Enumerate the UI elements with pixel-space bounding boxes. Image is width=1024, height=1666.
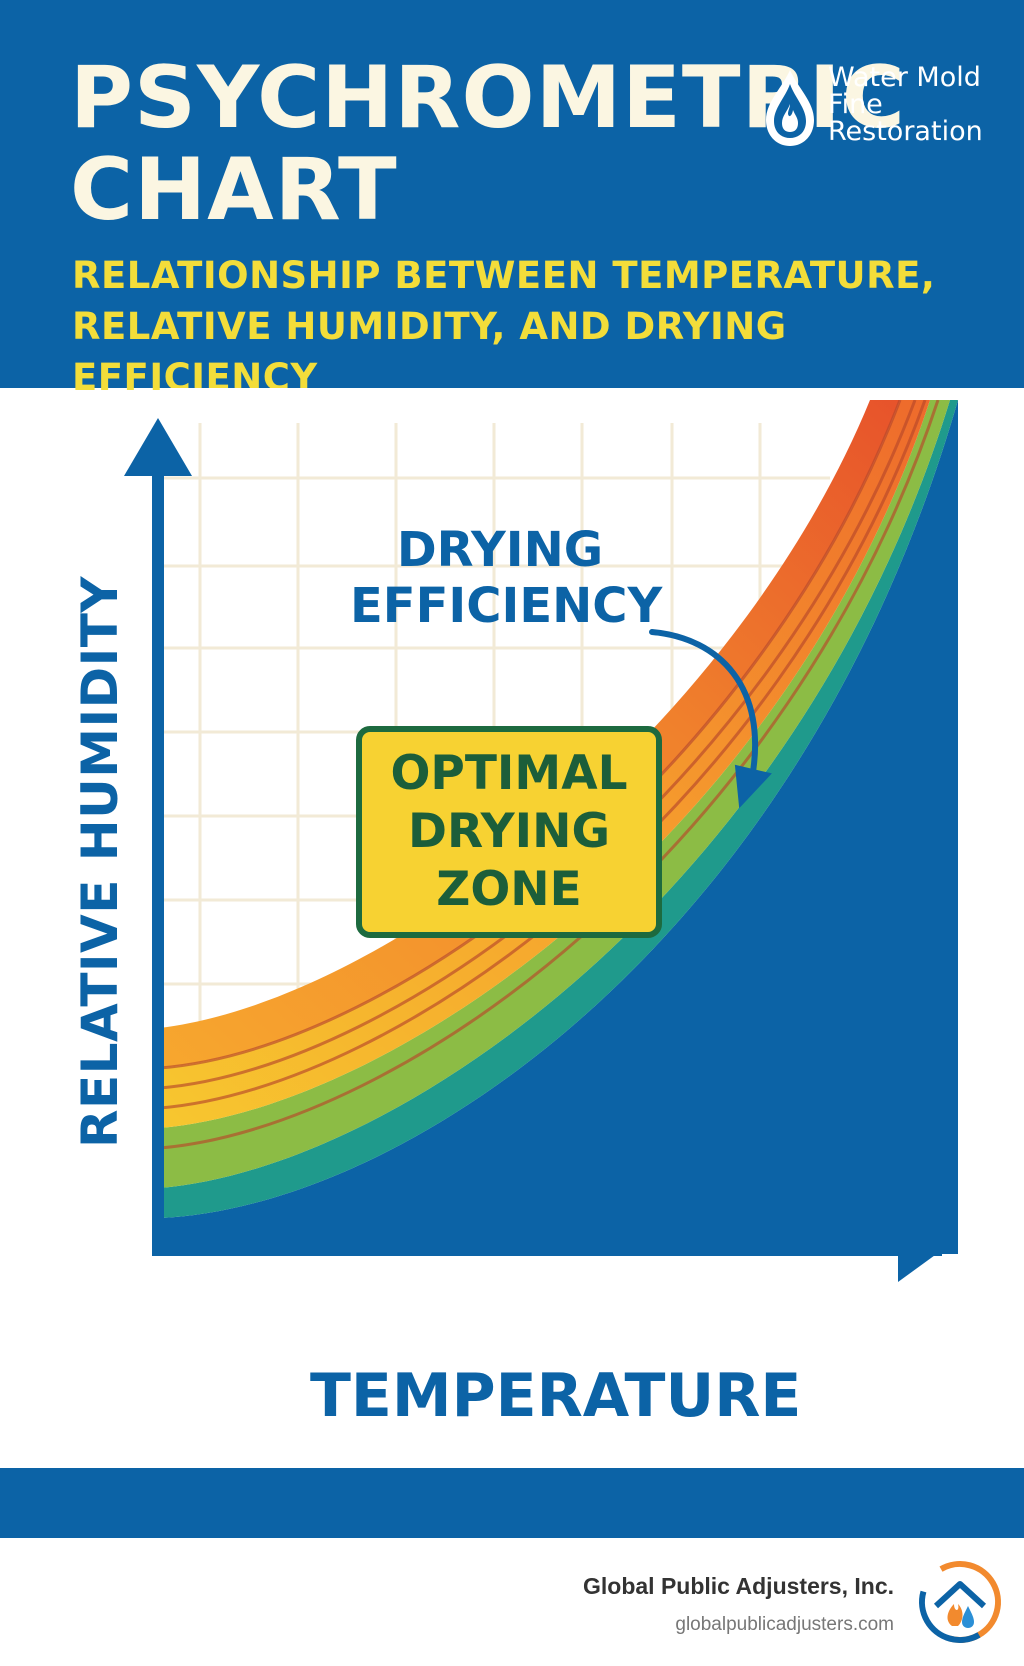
water-drop-flame-icon bbox=[766, 70, 814, 146]
brand-line-3: Restoration bbox=[828, 116, 983, 147]
website-link[interactable]: globalpublicadjusters.com bbox=[675, 1614, 894, 1635]
drying-efficiency-label: DRYING EFFICIENCY bbox=[350, 522, 663, 634]
subtitle-line-2: RELATIVE HUMIDITY, AND DRYING EFFICIENCY bbox=[72, 305, 787, 399]
subtitle-line-1: RELATIONSHIP BETWEEN TEMPERATURE, bbox=[72, 254, 936, 297]
page-title: PSYCHROMETRIC CHART bbox=[70, 52, 906, 236]
chart-right-mask bbox=[958, 388, 1024, 1468]
brand-line-1: Water Mold bbox=[828, 62, 981, 93]
footer-band bbox=[0, 1468, 1024, 1538]
arrow-head bbox=[734, 764, 772, 809]
title-line-1: PSYCHROMETRIC bbox=[70, 48, 906, 148]
brand-logo: Water Mold Fine Restoration bbox=[760, 64, 1000, 154]
page-subtitle: RELATIONSHIP BETWEEN TEMPERATURE, RELATI… bbox=[72, 250, 1024, 403]
y-axis-label-text: RELATIVE HUMIDITY bbox=[71, 575, 129, 1149]
efficiency-arrow bbox=[649, 629, 772, 809]
x-axis-label: TEMPERATURE bbox=[310, 1361, 802, 1431]
brand-name: Water Mold Fine Restoration bbox=[828, 64, 983, 145]
brand-line-2: Fine bbox=[828, 89, 883, 120]
efficiency-line-1: DRYING bbox=[396, 522, 604, 578]
band-blue bbox=[160, 400, 958, 1254]
title-line-2: CHART bbox=[70, 140, 398, 240]
company-name: Global Public Adjusters, Inc. bbox=[583, 1573, 894, 1599]
zone-line-3: ZONE bbox=[436, 862, 582, 917]
house-flame-drop-icon bbox=[919, 1561, 1001, 1643]
axes bbox=[124, 418, 942, 1282]
arrow-shaft bbox=[649, 629, 759, 781]
zone-line-2: DRYING bbox=[407, 804, 611, 859]
header-banner: PSYCHROMETRIC CHART RELATIONSHIP BETWEEN… bbox=[0, 0, 1024, 399]
chart-top-mask bbox=[160, 388, 960, 400]
optimal-drying-zone-box: OPTIMAL DRYING ZONE bbox=[356, 726, 662, 938]
x-axis-line bbox=[152, 1244, 942, 1256]
y-axis-arrow bbox=[124, 418, 192, 476]
x-axis-arrow bbox=[898, 1218, 942, 1282]
zone-line-1: OPTIMAL bbox=[390, 746, 628, 801]
y-axis-line bbox=[152, 428, 164, 1250]
efficiency-line-2: EFFICIENCY bbox=[350, 578, 663, 634]
chart-area: DRYING EFFICIENCY OPTIMAL DRYING ZONE bbox=[0, 388, 1024, 1468]
